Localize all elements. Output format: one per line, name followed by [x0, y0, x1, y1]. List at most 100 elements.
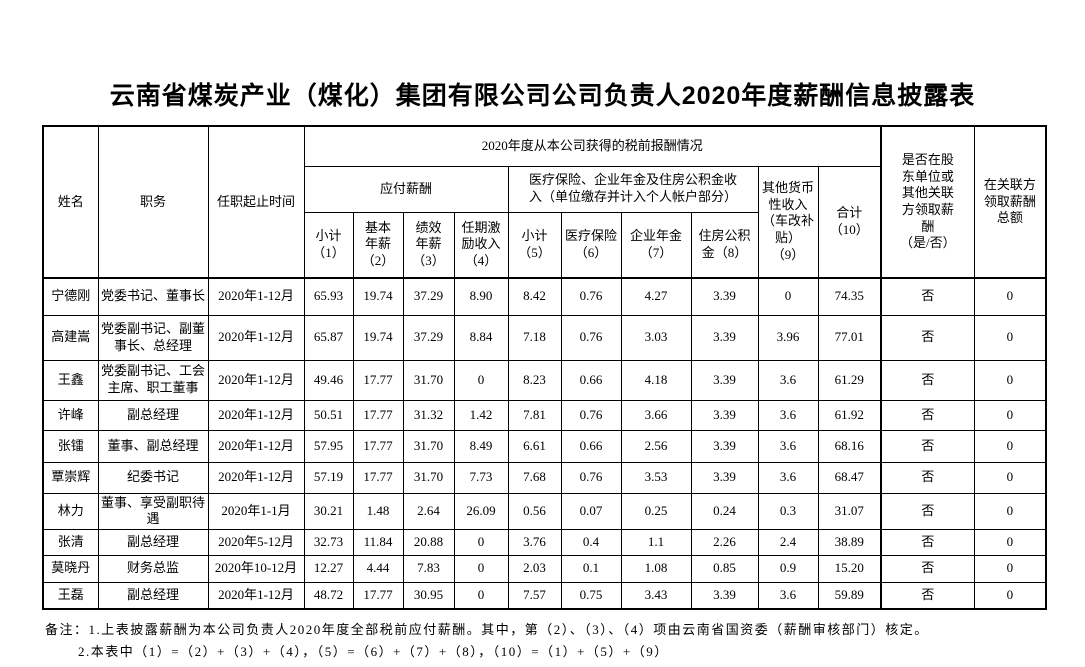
cell-tenure-incentive-4: 1.42	[453, 399, 509, 431]
cell-housing-8: 0.24	[690, 492, 759, 530]
cell-medical-6: 0.66	[560, 429, 622, 463]
cell-annuity-7: 3.03	[620, 314, 692, 361]
cell-total-10: 74.35	[817, 277, 882, 316]
cell-base-salary-2: 17.77	[352, 359, 404, 401]
cell-related-party: 否	[880, 314, 975, 361]
cell-subtotal-5: 7.57	[507, 581, 562, 610]
cell-performance-salary-3: 31.70	[402, 461, 455, 494]
table-row: 许峰 副总经理 2020年1-12月 50.51 17.77 31.32 1.42 7.81 0…	[42, 399, 1047, 431]
cell-tenure-incentive-4: 8.49	[453, 429, 509, 463]
note-line-1: 备注：1.上表披露薪酬为本公司负责人2020年度全部税前应付薪酬。其中，第（2）…	[45, 622, 929, 638]
cell-total-10: 68.47	[817, 461, 882, 494]
cell-total-10: 31.07	[817, 492, 882, 530]
header-total-10: 合计 （10）	[817, 165, 882, 279]
cell-total-10: 61.29	[817, 359, 882, 401]
header-subtotal-5: 小计 （5）	[507, 211, 562, 279]
cell-total-10: 15.20	[817, 554, 882, 583]
cell-medical-6: 0.76	[560, 314, 622, 361]
cell-housing-8: 0.85	[690, 554, 759, 583]
table-row: 王磊 副总经理 2020年1-12月 48.72 17.77 30.95 0 7.57 0.75…	[42, 581, 1047, 610]
cell-other-9: 2.4	[757, 528, 819, 556]
cell-related-amount: 0	[973, 399, 1047, 431]
table-row: 张清 副总经理 2020年5-12月 32.73 11.84 20.88 0 3.76 0.4 1…	[42, 528, 1047, 556]
header-other-income-9: 其他货币 性收入 （车改补 贴） （9）	[757, 165, 819, 279]
cell-subtotal-1: 48.72	[303, 581, 354, 610]
cell-housing-8: 3.39	[690, 359, 759, 401]
cell-subtotal-5: 6.61	[507, 429, 562, 463]
cell-term: 2020年1-1月	[207, 492, 305, 530]
cell-other-9: 3.6	[757, 429, 819, 463]
cell-annuity-7: 0.25	[620, 492, 692, 530]
cell-term: 2020年5-12月	[207, 528, 305, 556]
cell-related-amount: 0	[973, 461, 1047, 494]
cell-related-amount: 0	[973, 277, 1047, 316]
cell-term: 2020年1-12月	[207, 277, 305, 316]
cell-related-party: 否	[880, 492, 975, 530]
cell-subtotal-1: 65.87	[303, 314, 354, 361]
cell-name: 覃崇辉	[42, 461, 99, 494]
cell-other-9: 0.9	[757, 554, 819, 583]
cell-medical-6: 0.1	[560, 554, 622, 583]
header-housing-8: 住房公积 金（8）	[690, 211, 759, 279]
header-related-question: 是否在股 东单位或 其他关联 方领取薪 酬 （是/否）	[880, 125, 975, 279]
cell-medical-6: 0.76	[560, 461, 622, 494]
cell-position: 党委副书记、副董事长、总经理	[97, 314, 209, 361]
table-row: 宁德刚 党委书记、董事长 2020年1-12月 65.93 19.74 37.29 8.90…	[42, 277, 1047, 316]
cell-name: 王磊	[42, 581, 99, 610]
cell-position: 党委副书记、工会主席、职工董事	[97, 359, 209, 401]
cell-other-9: 0.3	[757, 492, 819, 530]
cell-tenure-incentive-4: 0	[453, 554, 509, 583]
cell-subtotal-1: 32.73	[303, 528, 354, 556]
cell-other-9: 3.6	[757, 581, 819, 610]
cell-subtotal-1: 12.27	[303, 554, 354, 583]
cell-housing-8: 3.39	[690, 314, 759, 361]
header-medical-6: 医疗保险 （6）	[560, 211, 622, 279]
cell-subtotal-1: 65.93	[303, 277, 354, 316]
cell-related-amount: 0	[973, 492, 1047, 530]
cell-related-amount: 0	[973, 314, 1047, 361]
cell-subtotal-1: 49.46	[303, 359, 354, 401]
cell-related-party: 否	[880, 461, 975, 494]
cell-subtotal-5: 8.42	[507, 277, 562, 316]
cell-performance-salary-3: 20.88	[402, 528, 455, 556]
cell-total-10: 38.89	[817, 528, 882, 556]
cell-other-9: 3.6	[757, 399, 819, 431]
cell-performance-salary-3: 31.32	[402, 399, 455, 431]
cell-name: 高建嵩	[42, 314, 99, 361]
cell-tenure-incentive-4: 0	[453, 359, 509, 401]
cell-base-salary-2: 19.74	[352, 314, 404, 361]
cell-subtotal-5: 7.18	[507, 314, 562, 361]
cell-tenure-incentive-4: 7.73	[453, 461, 509, 494]
table-body: 宁德刚 党委书记、董事长 2020年1-12月 65.93 19.74 37.29 8.90…	[42, 277, 1047, 610]
cell-base-salary-2: 19.74	[352, 277, 404, 316]
cell-annuity-7: 3.53	[620, 461, 692, 494]
cell-medical-6: 0.76	[560, 277, 622, 316]
cell-subtotal-1: 57.95	[303, 429, 354, 463]
table-row: 张镭 董事、副总经理 2020年1-12月 57.95 17.77 31.70 8.49 6.…	[42, 429, 1047, 463]
cell-term: 2020年1-12月	[207, 429, 305, 463]
cell-base-salary-2: 17.77	[352, 581, 404, 610]
cell-base-salary-2: 1.48	[352, 492, 404, 530]
cell-related-party: 否	[880, 429, 975, 463]
cell-term: 2020年1-12月	[207, 461, 305, 494]
cell-name: 林力	[42, 492, 99, 530]
cell-housing-8: 3.39	[690, 461, 759, 494]
header-insurance-group: 医疗保险、企业年金及住房公积金收 入（单位缴存并计入个人帐户部分）	[507, 165, 759, 213]
header-performance-salary-3: 绩效 年薪 （3）	[402, 211, 455, 279]
cell-subtotal-5: 3.76	[507, 528, 562, 556]
header-payable-group: 应付薪酬	[303, 165, 509, 213]
cell-related-amount: 0	[973, 359, 1047, 401]
table-row: 高建嵩 党委副书记、副董事长、总经理 2020年1-12月 65.87 19.74 37.…	[42, 314, 1047, 361]
cell-annuity-7: 1.1	[620, 528, 692, 556]
cell-medical-6: 0.76	[560, 399, 622, 431]
cell-name: 许峰	[42, 399, 99, 431]
cell-related-amount: 0	[973, 528, 1047, 556]
cell-performance-salary-3: 37.29	[402, 314, 455, 361]
header-subtotal-1: 小计 （1）	[303, 211, 354, 279]
cell-term: 2020年1-12月	[207, 581, 305, 610]
cell-annuity-7: 1.08	[620, 554, 692, 583]
cell-related-party: 否	[880, 359, 975, 401]
cell-position: 副总经理	[97, 528, 209, 556]
cell-performance-salary-3: 31.70	[402, 359, 455, 401]
cell-related-party: 否	[880, 554, 975, 583]
